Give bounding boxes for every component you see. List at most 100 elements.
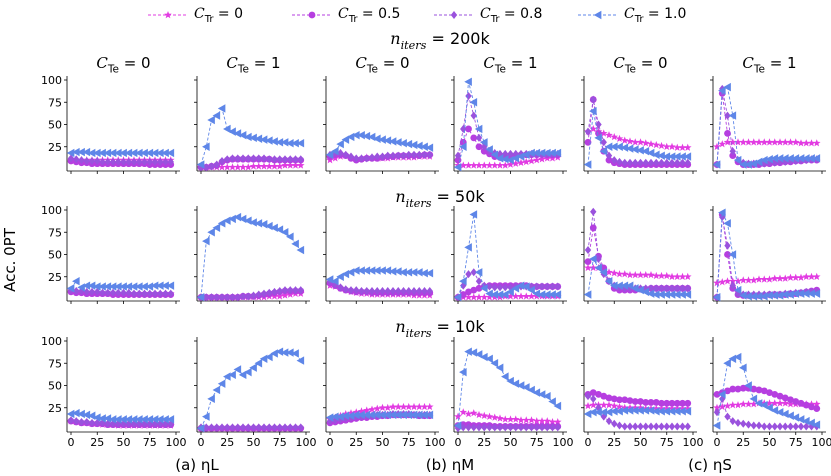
data-point (584, 127, 592, 136)
data-point (792, 398, 800, 405)
x-tick-label: 100 (425, 436, 446, 449)
data-point (797, 273, 805, 281)
data-point (522, 282, 530, 291)
data-point (610, 401, 619, 410)
data-point (620, 136, 629, 144)
data-point (464, 293, 473, 301)
x-tick-label: 0 (455, 436, 462, 449)
data-point (744, 138, 753, 146)
data-point (631, 403, 640, 411)
data-point (683, 152, 692, 161)
data-point (244, 132, 252, 142)
data-point (750, 385, 758, 393)
data-point (589, 389, 597, 397)
data-point (114, 148, 122, 158)
data-point (740, 419, 747, 428)
data-point (341, 269, 350, 279)
data-point (296, 161, 305, 169)
data-point (610, 395, 618, 403)
data-point (125, 419, 132, 428)
data-point (745, 420, 752, 429)
data-point (459, 367, 467, 377)
data-point (538, 417, 546, 425)
data-point (474, 350, 483, 359)
column-title: CTe = 0 (96, 54, 150, 76)
data-point (537, 148, 546, 158)
data-point (234, 154, 241, 163)
data-point (297, 155, 304, 164)
data-point (527, 292, 536, 300)
data-point (636, 138, 645, 146)
data-point (712, 421, 721, 430)
data-point (347, 152, 355, 161)
data-point (501, 161, 510, 169)
data-point (275, 292, 284, 300)
panel: 0 25 50 75 100 (451, 337, 574, 449)
data-point (796, 154, 805, 163)
data-point (161, 148, 169, 158)
x-tick-label: 25 (477, 436, 491, 449)
data-point (657, 404, 666, 412)
data-point (718, 86, 726, 95)
data-point (353, 154, 360, 163)
data-point (238, 370, 247, 380)
data-point (383, 410, 392, 420)
data-point (260, 154, 268, 163)
data-point (136, 289, 143, 298)
x-tick-label: 25 (736, 436, 750, 449)
data-point (83, 156, 90, 165)
data-point (770, 291, 779, 300)
data-point (114, 415, 122, 424)
data-point (605, 268, 613, 276)
data-point (636, 270, 645, 279)
data-point (410, 286, 418, 295)
data-point (522, 416, 531, 424)
data-point (723, 82, 731, 92)
data-point (641, 270, 650, 279)
data-point (812, 420, 821, 429)
data-point (507, 423, 514, 432)
data-point (480, 293, 489, 301)
column-title: CTe = 0 (355, 54, 409, 76)
data-point (625, 144, 634, 153)
data-point (465, 125, 472, 133)
data-point (73, 417, 80, 426)
data-point (728, 138, 737, 146)
panel (451, 76, 567, 174)
x-tick-label: 50 (376, 436, 390, 449)
data-point (94, 418, 101, 427)
data-point (812, 154, 821, 163)
data-point (765, 403, 773, 412)
data-point (224, 155, 231, 164)
data-point (543, 391, 551, 401)
data-point (754, 399, 763, 408)
data-point (631, 398, 639, 405)
data-point (129, 282, 138, 291)
data-point (718, 390, 726, 399)
data-point (125, 288, 132, 297)
data-point (395, 286, 402, 295)
data-point (760, 387, 768, 395)
data-point (125, 157, 132, 166)
data-point (245, 154, 252, 163)
data-point (464, 243, 472, 252)
column-title: CTe = 1 (742, 54, 796, 76)
data-point (255, 290, 262, 299)
data-point (739, 384, 747, 392)
data-point (728, 111, 737, 120)
data-point (353, 286, 360, 295)
data-point (791, 273, 800, 281)
data-point (196, 424, 205, 433)
data-point (399, 410, 407, 420)
data-point (543, 290, 551, 299)
data-point (506, 155, 514, 165)
data-point (771, 422, 778, 431)
data-point (506, 415, 515, 423)
data-point (495, 290, 504, 299)
data-point (394, 138, 402, 147)
data-point (150, 415, 159, 424)
data-point (421, 150, 428, 159)
data-point (490, 413, 499, 421)
data-point (357, 410, 365, 420)
data-point (94, 156, 101, 165)
